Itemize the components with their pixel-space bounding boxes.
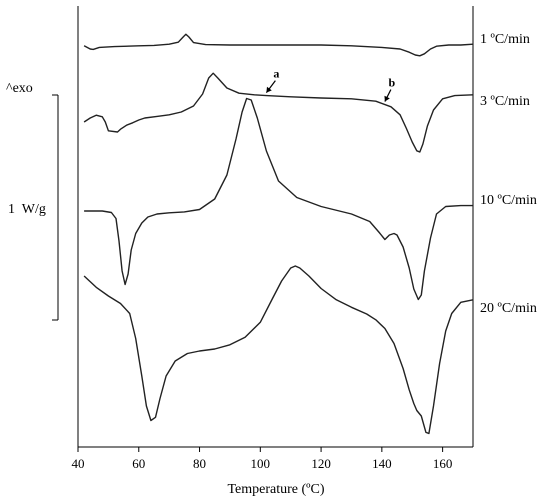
x-tick-label: 80 xyxy=(193,456,206,471)
x-tick-label: 40 xyxy=(72,456,85,471)
series-label: 1 ºC/min xyxy=(480,32,530,47)
dsc-curve xyxy=(83,33,474,57)
series-label: 20 ºC/min xyxy=(480,301,537,316)
series-label: 10 ºC/min xyxy=(480,193,537,208)
series-label: 3 ºC/min xyxy=(480,94,530,109)
x-tick-label: 100 xyxy=(251,456,271,471)
annotation-arrow-head xyxy=(384,95,390,102)
scale-bar-label: 1 W/g xyxy=(8,202,46,217)
x-tick-label: 120 xyxy=(311,456,331,471)
plot-frame xyxy=(77,6,474,448)
dsc-curve xyxy=(84,97,473,301)
series-labels: 1 ºC/min 3 ºC/min 10 ºC/min 20 ºC/min xyxy=(480,32,537,316)
x-ticks: 40 60 80 100 120 140 160 xyxy=(72,447,453,471)
dsc-curve xyxy=(83,265,474,435)
curves xyxy=(83,33,474,435)
annotation-label: a xyxy=(273,67,279,81)
x-tick-label: 60 xyxy=(132,456,145,471)
annotation-label: b xyxy=(389,76,396,90)
x-axis-label: Temperature (ºC) xyxy=(227,482,324,497)
annotation-markers: ab xyxy=(265,67,396,102)
x-tick-label: 140 xyxy=(372,456,392,471)
scale-bar: 1 W/g xyxy=(8,94,59,321)
exo-label: ^exo xyxy=(6,81,33,96)
annotation-arrow-head xyxy=(266,86,272,93)
x-tick-label: 160 xyxy=(433,456,453,471)
dsc-curve xyxy=(83,72,474,153)
